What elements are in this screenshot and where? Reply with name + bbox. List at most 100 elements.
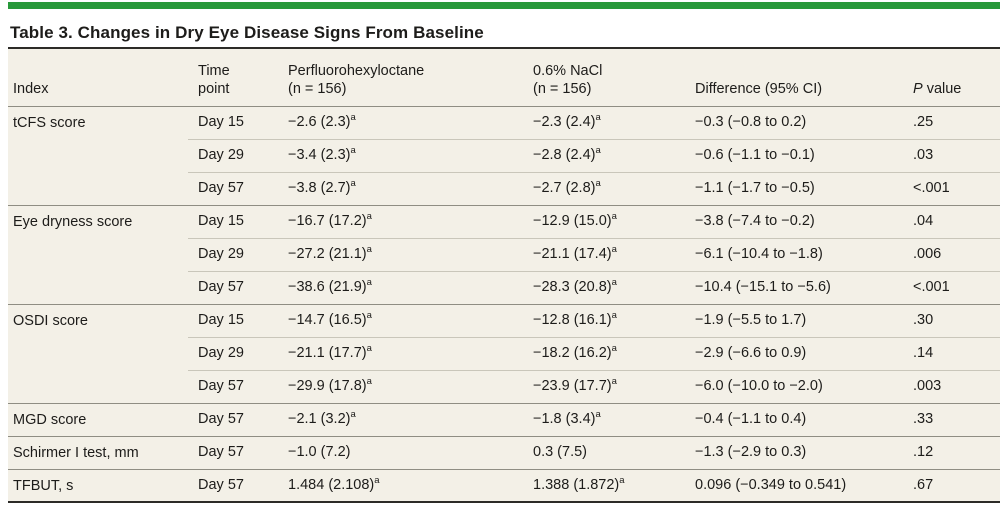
nacl-value-cell: −12.8 (16.1)a <box>521 303 683 337</box>
nacl-value-cell: 1.388 (1.872)a <box>521 468 683 502</box>
header-nacl: 0.6% NaCl (n = 156) <box>521 47 683 107</box>
p-value-cell: .25 <box>901 105 1000 139</box>
p-value-cell: .003 <box>901 369 1000 403</box>
perfluorohexyloctane-value-cell: −16.7 (17.2)a <box>276 204 521 238</box>
header-index: Index <box>8 47 188 107</box>
perfluorohexyloctane-value-cell: −27.2 (21.1)a <box>276 237 521 271</box>
time-point-cell: Day 57 <box>188 435 276 469</box>
table-row: Day 29 −27.2 (21.1)a −21.1 (17.4)a −6.1 (−1… <box>8 237 1000 271</box>
index-cell: tCFS score <box>8 105 188 205</box>
table-row: Day 57 −3.8 (2.7)a −2.7 (2.8)a −1.1 (−1.7 t… <box>8 171 1000 205</box>
difference-cell: −6.0 (−10.0 to −2.0) <box>683 369 901 403</box>
table-row: Day 57 −29.9 (17.8)a −23.9 (17.7)a −6.0 (−1… <box>8 369 1000 403</box>
time-point-cell: Day 57 <box>188 468 276 502</box>
index-cell: MGD score <box>8 402 188 436</box>
header-difference: Difference (95% CI) <box>683 47 901 107</box>
header-time-point: Time point <box>188 47 276 107</box>
dry-eye-signs-table: Index Time point Perfluorohexyloctane (n… <box>8 47 1000 503</box>
p-value-cell: .03 <box>901 138 1000 172</box>
nacl-value-cell: −12.9 (15.0)a <box>521 204 683 238</box>
difference-cell: −1.1 (−1.7 to −0.5) <box>683 171 901 205</box>
header-perfluorohexyloctane: Perfluorohexyloctane (n = 156) <box>276 47 521 107</box>
table-row: Eye dryness score Day 15 −16.7 (17.2)a −12.… <box>8 204 1000 304</box>
table-title: Table 3. Changes in Dry Eye Disease Sign… <box>10 23 484 42</box>
table-row: TFBUT, s Day 57 1.484 (2.108)a 1.388 (1.872… <box>8 468 1000 502</box>
perfluorohexyloctane-value-cell: −3.4 (2.3)a <box>276 138 521 172</box>
header-index-label: Index <box>13 80 49 97</box>
header-drug-n: (n = 156) <box>288 80 347 97</box>
difference-cell: −1.3 (−2.9 to 0.3) <box>683 435 901 469</box>
header-p-rest: value <box>922 80 962 97</box>
index-cell: Schirmer I test, mm <box>8 435 188 469</box>
table-row: Day 57 −38.6 (21.9)a −28.3 (20.8)a −10.4 (−… <box>8 270 1000 304</box>
table-accent-bar <box>8 2 1000 9</box>
header-difference-label: Difference (95% CI) <box>695 80 823 97</box>
difference-cell: −1.9 (−5.5 to 1.7) <box>683 303 901 337</box>
table-row: tCFS score Day 15 −2.6 (2.3)a −2.3 (2.4)a −0… <box>8 105 1000 205</box>
nacl-value-cell: −21.1 (17.4)a <box>521 237 683 271</box>
perfluorohexyloctane-value-cell: −14.7 (16.5)a <box>276 303 521 337</box>
nacl-value-cell: −2.8 (2.4)a <box>521 138 683 172</box>
p-value-cell: <.001 <box>901 171 1000 205</box>
p-value-cell: .30 <box>901 303 1000 337</box>
time-point-cell: Day 57 <box>188 369 276 403</box>
time-point-cell: Day 15 <box>188 204 276 238</box>
nacl-value-cell: −28.3 (20.8)a <box>521 270 683 304</box>
table-row: Day 29 −3.4 (2.3)a −2.8 (2.4)a −0.6 (−1.1 t… <box>8 138 1000 172</box>
table-body: tCFS score Day 15 −2.6 (2.3)a −2.3 (2.4)a −0… <box>8 105 1000 502</box>
header-time-line1: Time <box>198 62 230 79</box>
index-cell: Eye dryness score <box>8 204 188 304</box>
perfluorohexyloctane-value-cell: −2.6 (2.3)a <box>276 105 521 139</box>
difference-cell: −2.9 (−6.6 to 0.9) <box>683 336 901 370</box>
table-row: Day 29 −21.1 (17.7)a −18.2 (16.2)a −2.9 (−6… <box>8 336 1000 370</box>
table-row: Schirmer I test, mm Day 57 −1.0 (7.2) 0.3 (… <box>8 435 1000 469</box>
p-value-cell: .33 <box>901 402 1000 436</box>
table-header: Index Time point Perfluorohexyloctane (n… <box>8 47 1000 107</box>
time-point-cell: Day 57 <box>188 402 276 436</box>
index-cell: OSDI score <box>8 303 188 403</box>
difference-cell: −6.1 (−10.4 to −1.8) <box>683 237 901 271</box>
perfluorohexyloctane-value-cell: 1.484 (2.108)a <box>276 468 521 502</box>
time-point-cell: Day 15 <box>188 303 276 337</box>
perfluorohexyloctane-value-cell: −29.9 (17.8)a <box>276 369 521 403</box>
index-cell: TFBUT, s <box>8 468 188 502</box>
header-time-line2: point <box>198 80 230 97</box>
table-row: OSDI score Day 15 −14.7 (16.5)a −12.8 (16.1… <box>8 303 1000 403</box>
p-value-cell: <.001 <box>901 270 1000 304</box>
nacl-value-cell: −23.9 (17.7)a <box>521 369 683 403</box>
p-value-cell: .12 <box>901 435 1000 469</box>
p-value-cell: .14 <box>901 336 1000 370</box>
difference-cell: 0.096 (−0.349 to 0.541) <box>683 468 901 502</box>
nacl-value-cell: −18.2 (16.2)a <box>521 336 683 370</box>
header-row: Index Time point Perfluorohexyloctane (n… <box>8 47 1000 107</box>
time-point-cell: Day 29 <box>188 138 276 172</box>
nacl-value-cell: −2.7 (2.8)a <box>521 171 683 205</box>
header-p-value: P value <box>901 47 1000 107</box>
p-value-cell: .04 <box>901 204 1000 238</box>
time-point-cell: Day 29 <box>188 336 276 370</box>
nacl-value-cell: −2.3 (2.4)a <box>521 105 683 139</box>
p-value-cell: .67 <box>901 468 1000 502</box>
perfluorohexyloctane-value-cell: −38.6 (21.9)a <box>276 270 521 304</box>
perfluorohexyloctane-value-cell: −3.8 (2.7)a <box>276 171 521 205</box>
perfluorohexyloctane-value-cell: −2.1 (3.2)a <box>276 402 521 436</box>
difference-cell: −10.4 (−15.1 to −5.6) <box>683 270 901 304</box>
p-value-cell: .006 <box>901 237 1000 271</box>
difference-cell: −0.4 (−1.1 to 0.4) <box>683 402 901 436</box>
header-p-italic: P <box>913 80 923 97</box>
header-nacl-n: (n = 156) <box>533 80 592 97</box>
time-point-cell: Day 57 <box>188 171 276 205</box>
perfluorohexyloctane-value-cell: −1.0 (7.2) <box>276 435 521 469</box>
time-point-cell: Day 57 <box>188 270 276 304</box>
header-nacl-name: 0.6% NaCl <box>533 62 603 79</box>
header-drug-name: Perfluorohexyloctane <box>288 62 425 79</box>
difference-cell: −0.3 (−0.8 to 0.2) <box>683 105 901 139</box>
difference-cell: −0.6 (−1.1 to −0.1) <box>683 138 901 172</box>
table-row: MGD score Day 57 −2.1 (3.2)a −1.8 (3.4)a −0.… <box>8 402 1000 436</box>
time-point-cell: Day 29 <box>188 237 276 271</box>
nacl-value-cell: 0.3 (7.5) <box>521 435 683 469</box>
difference-cell: −3.8 (−7.4 to −0.2) <box>683 204 901 238</box>
perfluorohexyloctane-value-cell: −21.1 (17.7)a <box>276 336 521 370</box>
time-point-cell: Day 15 <box>188 105 276 139</box>
